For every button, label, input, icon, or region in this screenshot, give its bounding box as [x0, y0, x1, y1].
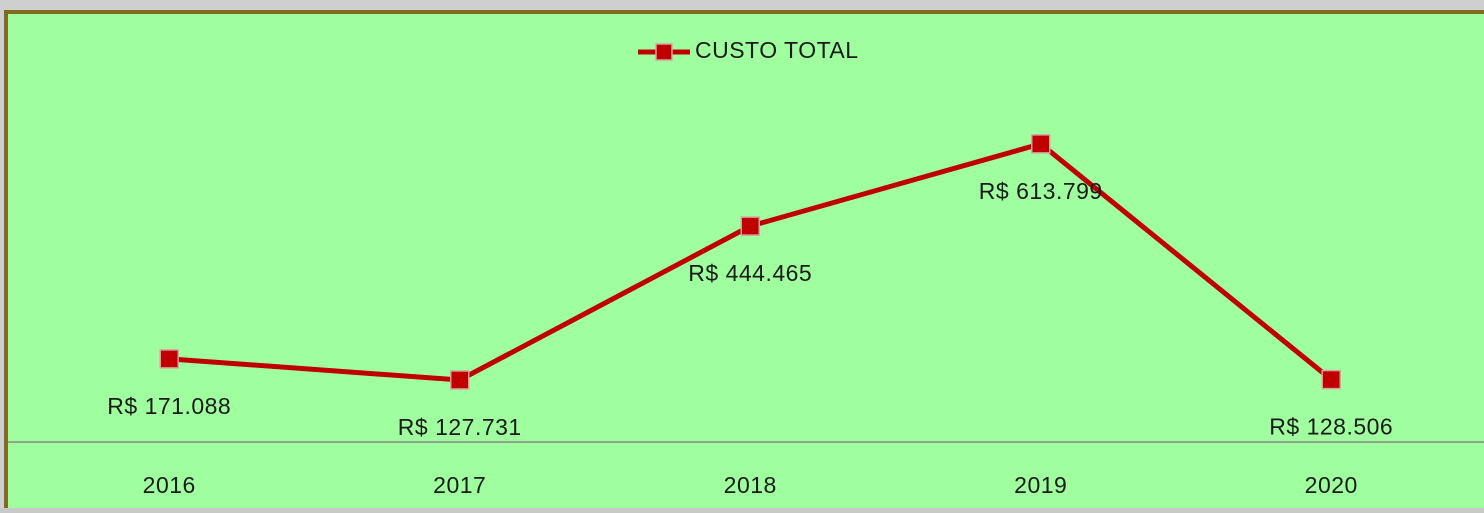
- x-tick-label: 2018: [724, 472, 777, 498]
- x-tick-label: 2016: [143, 472, 196, 498]
- data-label: R$ 444.465: [688, 260, 812, 286]
- x-tick-label: 2019: [1014, 472, 1067, 498]
- point-marker: [1321, 369, 1341, 390]
- data-label: R$ 613.799: [979, 178, 1103, 204]
- point-marker: [740, 216, 760, 236]
- legend-marker: [655, 43, 673, 61]
- plot-area: [8, 14, 1484, 512]
- x-tick-label: 2017: [433, 472, 486, 498]
- data-label: R$ 128.506: [1269, 414, 1393, 440]
- x-tick-label: 2020: [1305, 472, 1358, 498]
- point-marker: [450, 370, 470, 390]
- legend-label: CUSTO TOTAL: [695, 37, 859, 63]
- point-marker: [159, 349, 179, 369]
- data-label: R$ 127.731: [398, 414, 522, 440]
- data-label: R$ 171.088: [107, 393, 231, 419]
- point-marker: [1031, 134, 1051, 154]
